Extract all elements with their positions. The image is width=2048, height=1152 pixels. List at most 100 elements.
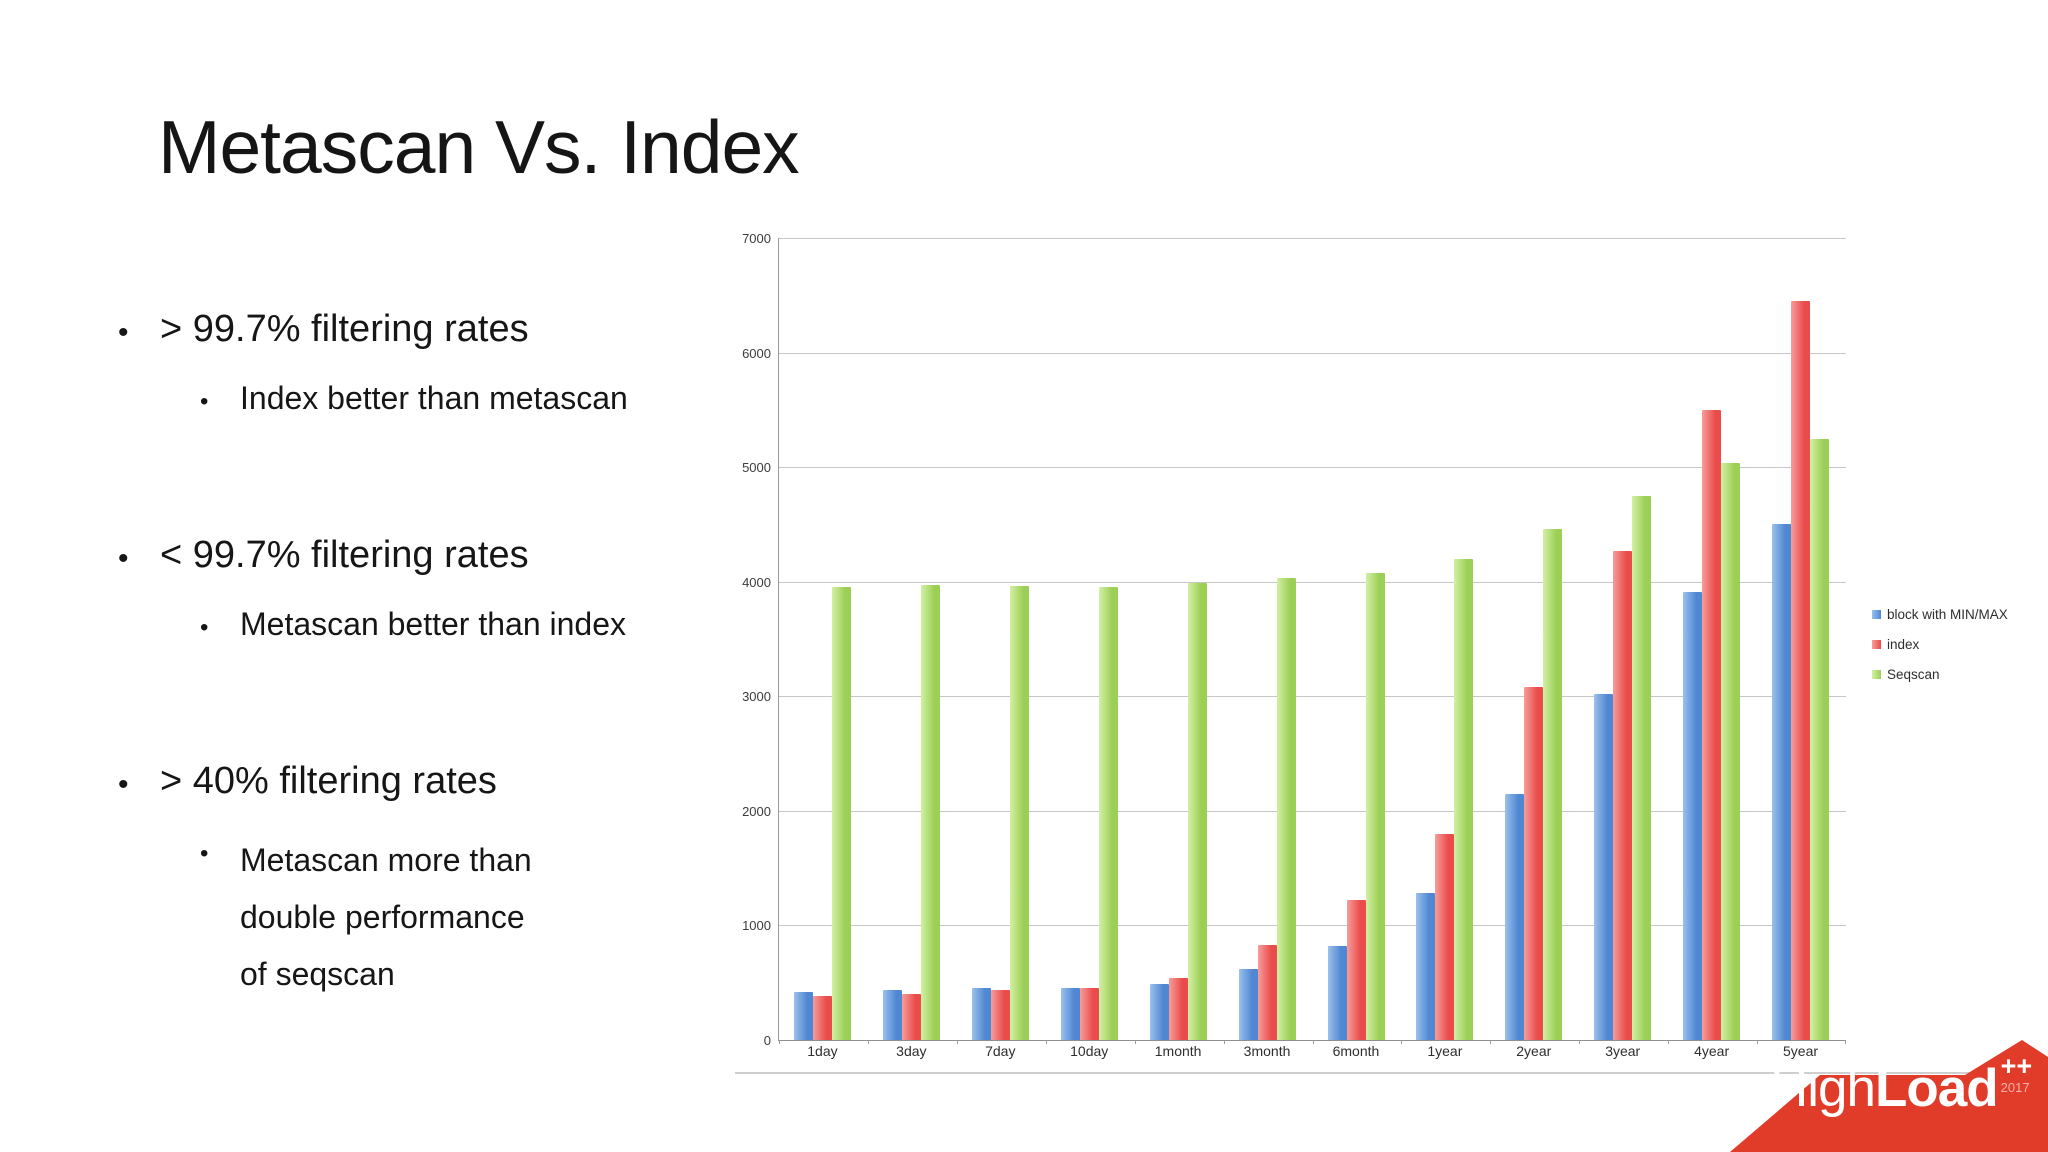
bar-index-7day [990, 989, 1010, 1040]
bar-index-1month [1168, 977, 1188, 1040]
x-axis-tick [1045, 1040, 1047, 1044]
highload-logo: High Load ++ 2017 [1730, 1000, 2048, 1152]
bar-block-with-min-max-3day [882, 989, 902, 1040]
bullet-marker: • [200, 388, 209, 415]
bar-block-with-min-max-4year [1683, 592, 1703, 1040]
logo-text-load: Load [1875, 1059, 1999, 1118]
chart-bottom-divider [735, 1072, 2048, 1074]
bar-block-with-min-max-10day [1060, 987, 1080, 1040]
bar-seqscan-7day [1009, 586, 1029, 1040]
sub-bullet-1: • Index better than metascan [200, 380, 748, 424]
bullet-marker: • [200, 614, 209, 641]
bullet-text: > 99.7% filtering rates [160, 308, 529, 350]
bullet-item-1: • > 99.7% filtering rates [118, 308, 748, 358]
x-tick-label: 7day [985, 1043, 1016, 1059]
x-tick-label: 2year [1516, 1043, 1552, 1059]
x-tick-label: 1day [807, 1043, 838, 1059]
gridline [779, 696, 1846, 698]
bullet-text: < 99.7% filtering rates [160, 534, 529, 576]
sub-bullet-text: Metascan more than double performance of s… [240, 832, 532, 1003]
x-axis-tick [1401, 1040, 1403, 1044]
bar-block-with-min-max-3year [1594, 694, 1614, 1040]
legend-item: index [1872, 637, 2008, 652]
y-tick-label: 4000 [742, 574, 771, 590]
bar-index-4year [1702, 409, 1722, 1040]
legend-swatch-icon [1872, 640, 1881, 649]
sub-bullet-line: double performance [240, 899, 525, 935]
bar-index-3day [901, 994, 921, 1040]
x-axis-tick [1490, 1040, 1492, 1044]
bullet-item-2: • < 99.7% filtering rates [118, 534, 748, 584]
x-tick-label: 5year [1783, 1043, 1819, 1059]
x-tick-label: 1month [1154, 1043, 1202, 1059]
sub-bullet-3: • Metascan more than double performance of… [200, 832, 748, 1003]
bar-chart: 0 1000 2000 3000 4000 5000 6000 7000 1day 3day 7d… [735, 225, 2048, 1087]
logo-text: High Load ++ 2017 [1770, 1052, 2040, 1118]
bullet-marker: • [200, 840, 209, 867]
bar-seqscan-1day [832, 587, 851, 1040]
bar-seqscan-4year [1721, 462, 1741, 1040]
logo-plusplus: ++ [2000, 1051, 2033, 1081]
bar-block-with-min-max-5year [1772, 524, 1792, 1040]
bar-index-1year [1435, 833, 1455, 1040]
slide-title: Metascan Vs. Index [158, 105, 800, 189]
chart-plot-area [778, 238, 1846, 1044]
legend-label: Seqscan [1887, 667, 1940, 682]
bullet-marker: • [118, 316, 129, 349]
bar-block-with-min-max-6month [1327, 946, 1347, 1040]
gridline [779, 238, 1846, 239]
gridline [779, 925, 1846, 927]
y-tick-label: 6000 [742, 345, 771, 361]
gridline [779, 810, 1846, 812]
x-axis-tick [1134, 1040, 1136, 1044]
bar-seqscan-6month [1365, 572, 1385, 1040]
x-axis-tick [1668, 1040, 1670, 1044]
x-tick-label: 3month [1243, 1043, 1291, 1059]
x-axis-tick [1757, 1040, 1759, 1044]
x-axis-tick [1312, 1040, 1314, 1044]
bar-seqscan-10day [1098, 587, 1118, 1040]
legend-label: block with MIN/MAX [1887, 607, 2008, 622]
bar-seqscan-3day [920, 585, 940, 1040]
bar-block-with-min-max-7day [971, 988, 991, 1040]
bar-block-with-min-max-2year [1505, 793, 1525, 1040]
bar-seqscan-1year [1454, 558, 1474, 1040]
sub-bullet-text: Index better than metascan [240, 380, 628, 416]
x-tick-label: 4year [1694, 1043, 1730, 1059]
x-tick-label: 1year [1427, 1043, 1463, 1059]
sub-bullet-line: of seqscan [240, 956, 395, 992]
y-tick-label: 3000 [742, 689, 771, 705]
x-tick-label: 6month [1332, 1043, 1380, 1059]
bar-seqscan-2year [1543, 529, 1563, 1040]
bar-index-5year [1791, 301, 1811, 1040]
y-tick-label: 5000 [742, 460, 771, 476]
x-tick-label: 3year [1605, 1043, 1641, 1059]
bullet-item-3: • > 40% filtering rates [118, 760, 748, 810]
logo-year: 2017 [2000, 1080, 2030, 1096]
bar-index-6month [1346, 900, 1366, 1040]
y-tick-label: 2000 [742, 803, 771, 819]
x-axis-tick [1845, 1040, 1846, 1044]
y-tick-label: 1000 [742, 918, 771, 934]
logo-text-high: High [1770, 1059, 1876, 1118]
bar-block-with-min-max-3month [1238, 968, 1258, 1040]
sub-bullet-text: Metascan better than index [240, 606, 627, 642]
bar-index-1day [813, 996, 832, 1040]
legend-item: Seqscan [1872, 667, 2008, 682]
bar-seqscan-3year [1632, 495, 1652, 1040]
x-axis-tick [956, 1040, 958, 1044]
sub-bullet-2: • Metascan better than index [200, 606, 748, 650]
x-axis-tick [1223, 1040, 1225, 1044]
bullet-list: • > 99.7% filtering rates • Index better… [118, 308, 748, 1003]
x-tick-label: 3day [896, 1043, 927, 1059]
gridline [779, 581, 1846, 583]
x-axis-tick [867, 1040, 869, 1044]
x-axis-tick [1579, 1040, 1581, 1044]
bar-block-with-min-max-1month [1149, 983, 1169, 1040]
bar-block-with-min-max-1day [794, 991, 813, 1040]
bar-seqscan-5year [1810, 438, 1830, 1040]
legend-item: block with MIN/MAX [1872, 607, 2008, 622]
bar-index-2year [1524, 687, 1544, 1040]
sub-bullet-line: Metascan more than [240, 842, 532, 878]
bar-seqscan-1month [1187, 582, 1207, 1040]
